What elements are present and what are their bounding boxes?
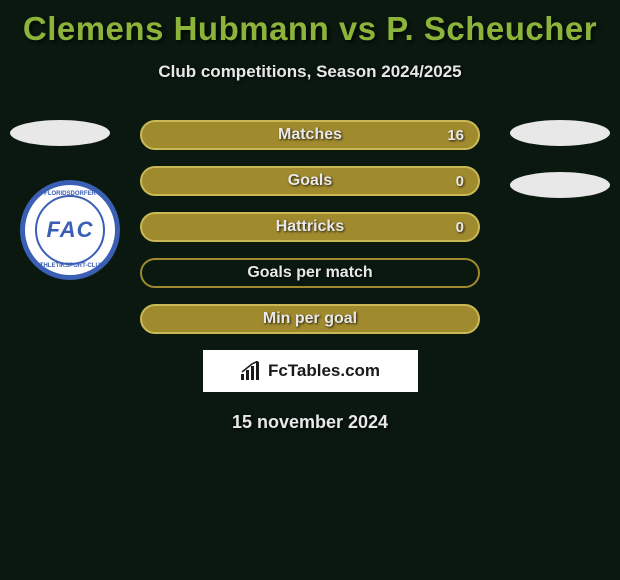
badge-outer-circle: FLORIDSDORFER FAC ATHLETIKSPORT-CLUB <box>20 180 120 280</box>
bar-goals-per-match: Goals per match <box>140 258 480 288</box>
stat-bars: Matches 16 Goals 0 Hattricks 0 Goals per… <box>140 120 480 334</box>
placeholder-ellipse-right-1 <box>510 120 610 146</box>
badge-bottom-text: ATHLETIKSPORT-CLUB <box>36 263 104 269</box>
brand-text: FcTables.com <box>268 361 380 381</box>
content-area: FLORIDSDORFER FAC ATHLETIKSPORT-CLUB Mat… <box>0 120 620 433</box>
bar-value: 0 <box>456 173 464 190</box>
badge-inner-circle: FAC <box>35 195 105 265</box>
bar-label: Min per goal <box>263 310 357 328</box>
bar-label: Goals per match <box>247 264 372 282</box>
club-badge: FLORIDSDORFER FAC ATHLETIKSPORT-CLUB <box>20 180 120 280</box>
bar-min-per-goal: Min per goal <box>140 304 480 334</box>
badge-top-text: FLORIDSDORFER <box>44 191 96 197</box>
bar-value: 16 <box>447 127 464 144</box>
placeholder-ellipse-right-2 <box>510 172 610 198</box>
subtitle: Club competitions, Season 2024/2025 <box>0 62 620 82</box>
page-title: Clemens Hubmann vs P. Scheucher <box>0 0 620 48</box>
bar-label: Matches <box>278 126 342 144</box>
bar-hattricks: Hattricks 0 <box>140 212 480 242</box>
bar-value: 0 <box>456 219 464 236</box>
brand-box: FcTables.com <box>203 350 418 392</box>
chart-icon <box>240 361 262 381</box>
bar-matches: Matches 16 <box>140 120 480 150</box>
bar-label: Goals <box>288 172 332 190</box>
bar-goals: Goals 0 <box>140 166 480 196</box>
badge-acronym: FAC <box>47 217 94 243</box>
bar-label: Hattricks <box>276 218 344 236</box>
footer-date: 15 november 2024 <box>0 412 620 433</box>
placeholder-ellipse-left <box>10 120 110 146</box>
